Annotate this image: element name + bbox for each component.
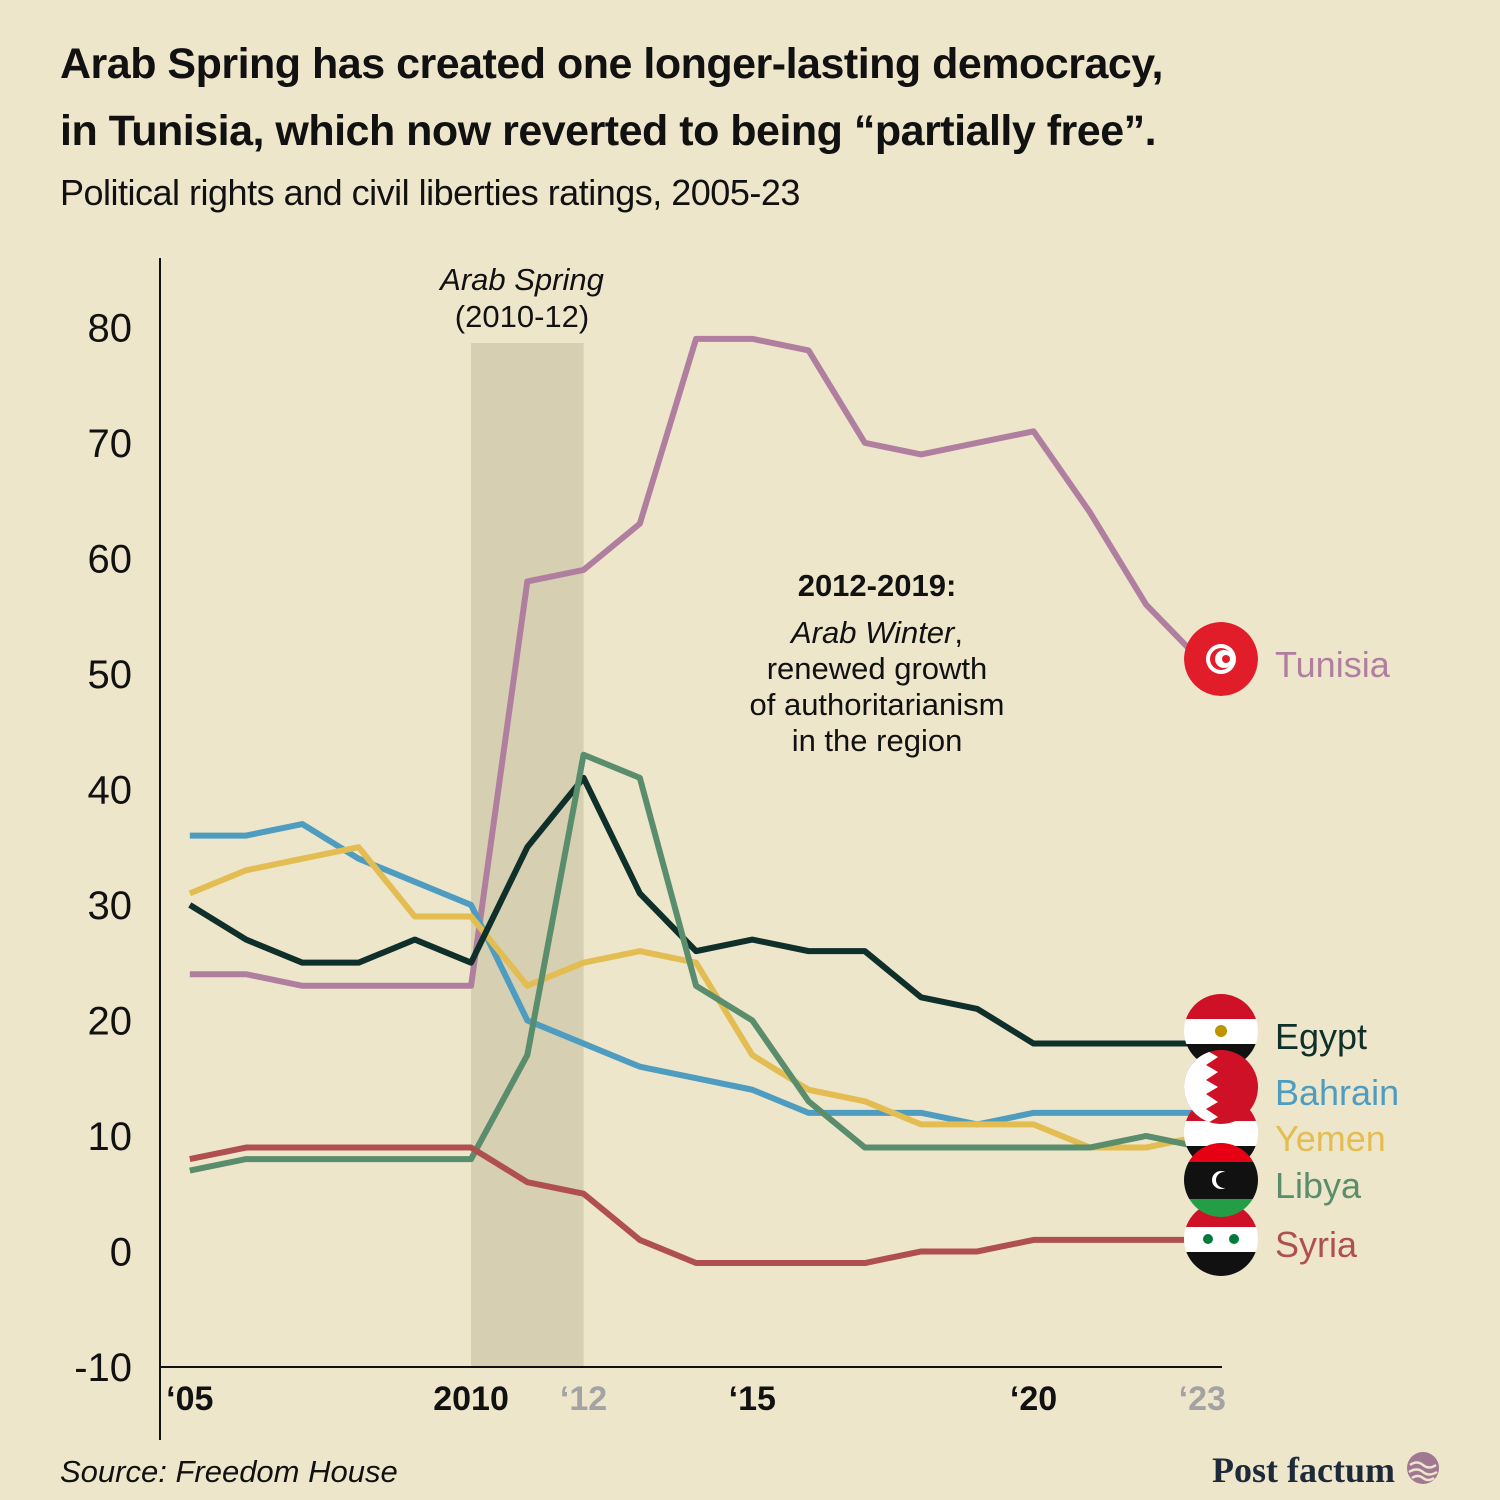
x-tick-label: ‘15	[729, 1380, 776, 1418]
x-tick-label: ‘05	[166, 1380, 213, 1418]
y-tick-label: 80	[88, 306, 133, 350]
series-line	[188, 774, 1203, 1047]
flag	[1229, 1234, 1239, 1244]
y-tick-label: 60	[88, 537, 133, 581]
y-tick-label: -10	[74, 1346, 132, 1390]
x-tick-label: 2010	[433, 1380, 509, 1418]
annotation: of authoritarianism	[749, 687, 1004, 722]
y-tick-label: 30	[88, 884, 133, 928]
flag-icon	[1184, 622, 1258, 696]
flag-icon	[1184, 1143, 1258, 1217]
annotation: 2012-2019:	[798, 568, 957, 603]
x-tick-label: ‘23	[1179, 1380, 1226, 1418]
series-line	[188, 844, 1203, 1151]
flag-icon	[1184, 1143, 1258, 1217]
x-tick-label: ‘20	[1010, 1380, 1057, 1418]
flag-icon	[1184, 1050, 1258, 1124]
annotation-italic: Arab Winter	[789, 615, 956, 650]
legend-label: Tunisia	[1275, 644, 1391, 685]
y-tick-label: 0	[110, 1230, 132, 1274]
chart-title: in Tunisia, which now reverted to being …	[60, 107, 1156, 155]
series-line	[189, 821, 1203, 1128]
flag	[1184, 994, 1258, 1019]
flag	[1184, 1121, 1258, 1146]
annotation: Arab Spring	[438, 262, 604, 297]
flag-icon	[1184, 1050, 1258, 1124]
y-tick-label: 40	[88, 768, 133, 812]
flag	[1215, 1025, 1227, 1037]
legend-label: Yemen	[1275, 1118, 1386, 1159]
flag	[1184, 1050, 1218, 1124]
source: Source: Freedom House	[60, 1454, 398, 1489]
brand-logo	[1407, 1452, 1439, 1484]
annotation: in the region	[792, 723, 963, 758]
x-tick-label: ‘12	[560, 1380, 607, 1418]
flag	[1184, 1252, 1258, 1276]
flag	[1222, 655, 1230, 663]
annotation: (2010-12)	[455, 299, 589, 334]
legend-label: Egypt	[1275, 1016, 1367, 1057]
legend-label: Bahrain	[1275, 1072, 1399, 1113]
y-tick-label: 50	[88, 653, 133, 697]
y-tick-label: 20	[88, 999, 133, 1043]
annotation: Arab Winter,	[789, 615, 963, 650]
series-line	[189, 751, 1203, 1174]
chart-title: Arab Spring has created one longer-lasti…	[60, 40, 1163, 88]
annotation-text: ,	[954, 615, 963, 650]
flag	[1203, 1234, 1213, 1244]
legend-label: Libya	[1275, 1165, 1362, 1206]
plot: -10 0 10 20 30 40 50 60 70 80 ‘05 2010 ‘12 ‘15 ‘20 ‘23 A…	[74, 258, 1399, 1440]
y-tick-label: 10	[88, 1115, 133, 1159]
chart-subtitle: Political rights and civil liberties rat…	[60, 172, 800, 213]
flag-icon	[1184, 622, 1258, 696]
flag	[1216, 1172, 1232, 1188]
series-line	[189, 1144, 1203, 1267]
annotation: renewed growth	[767, 651, 988, 686]
y-tick-label: 70	[88, 422, 133, 466]
series-line	[189, 335, 1205, 989]
flag	[1184, 1227, 1258, 1252]
legend-label: Syria	[1275, 1224, 1358, 1265]
brand: Post factum	[1212, 1450, 1395, 1490]
